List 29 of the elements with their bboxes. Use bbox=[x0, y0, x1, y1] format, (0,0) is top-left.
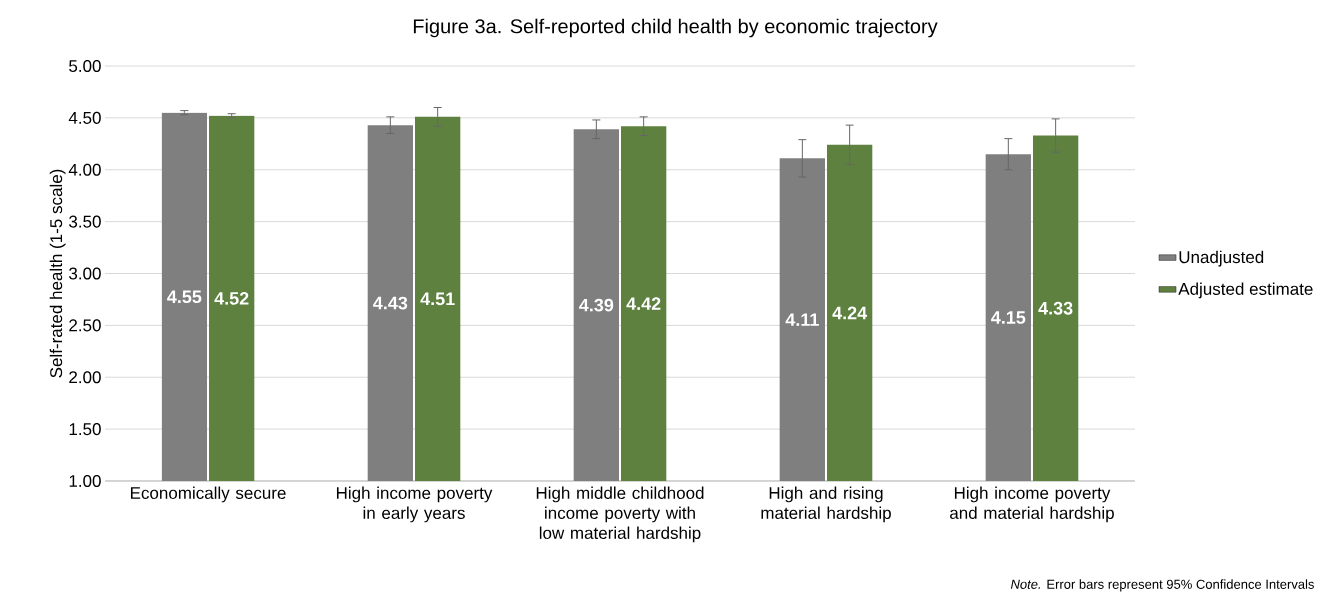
data-label: 4.15 bbox=[991, 311, 1026, 324]
x-tick-label: High middle childhood income poverty with low material hardship bbox=[536, 486, 704, 543]
y-tick-label: 3.00 bbox=[69, 267, 101, 280]
data-label: 4.55 bbox=[167, 290, 202, 304]
data-label: 4.11 bbox=[785, 313, 819, 326]
data-label: 4.52 bbox=[214, 292, 249, 305]
y-tick-label: 4.50 bbox=[68, 111, 101, 124]
text: Note. Error bars represent 95% Confidence Intervals bbox=[1010, 579, 1314, 592]
data-label: 4.43 bbox=[373, 296, 408, 310]
y-tick-label: 2.50 bbox=[69, 319, 101, 332]
x-tick-label: High income poverty and material hardship bbox=[950, 486, 1114, 523]
y-tick-label: 2.00 bbox=[69, 371, 101, 384]
data-label: 4.24 bbox=[832, 306, 868, 320]
x-tick-label: Economically secure bbox=[130, 486, 286, 503]
data-label: 4.39 bbox=[579, 298, 614, 312]
y-tick-label: 3.50 bbox=[69, 215, 101, 228]
legend-label: Adjusted estimate bbox=[1178, 282, 1313, 299]
x-tick-label: High income poverty in early years bbox=[336, 486, 493, 523]
y-tick-label: 4.00 bbox=[68, 163, 101, 176]
y-tick-label: 1.00 bbox=[69, 474, 101, 488]
x-tick-label: High and rising material hardship bbox=[761, 486, 891, 523]
y-tick-label: 1.50 bbox=[69, 423, 101, 436]
y-tick-label: 5.00 bbox=[69, 59, 101, 73]
chart-title: Figure 3a. Self-reported child health by economic trajectory bbox=[413, 18, 938, 38]
data-label: 4.33 bbox=[1038, 301, 1073, 315]
data-label: 4.42 bbox=[626, 297, 661, 310]
y-axis-title: Self-rated health (1-5 scale) bbox=[49, 169, 66, 378]
legend-label: Unadjusted bbox=[1179, 250, 1264, 267]
data-label: 4.51 bbox=[420, 292, 455, 306]
